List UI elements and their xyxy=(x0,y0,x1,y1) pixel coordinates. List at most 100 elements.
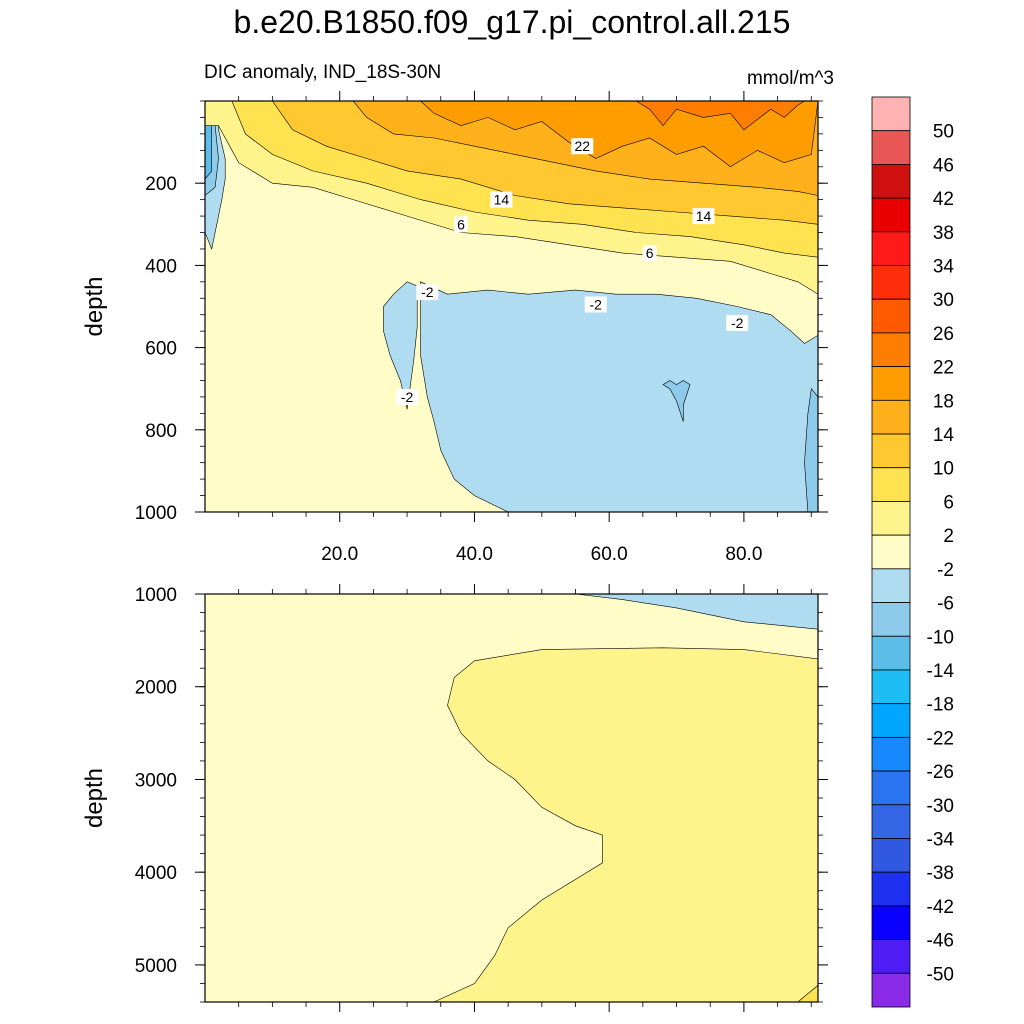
colorbar-swatch-17 xyxy=(871,669,911,705)
upper-ytick-label-2: 600 xyxy=(145,339,177,360)
contour-label-6: -2 xyxy=(589,296,602,312)
contour-label-box-8 xyxy=(396,388,419,405)
colorbar-label-5: 30 xyxy=(933,290,954,311)
colorbar-swatch-7 xyxy=(871,332,911,368)
colorbar-swatch-13 xyxy=(871,534,911,570)
contour-label-box-2 xyxy=(692,208,715,225)
colorbar-swatch-20 xyxy=(871,770,911,806)
lower-contour-fills xyxy=(205,594,818,1002)
lower-ytick-label-1: 2000 xyxy=(135,678,177,699)
contour-label-5: -2 xyxy=(421,284,434,300)
upper-xtick-label-1: 40.0 xyxy=(456,544,493,565)
colorbar-label-10: 10 xyxy=(933,459,954,480)
contour-label-box-1 xyxy=(490,191,513,208)
upper-ytick-label-4: 1000 xyxy=(135,503,177,524)
colorbar-label-7: 22 xyxy=(933,358,954,379)
colorbar-swatch-5 xyxy=(871,265,911,300)
colorbar-label-9: 14 xyxy=(933,425,955,446)
lower-contour-region-3 xyxy=(797,984,818,1002)
colorbar-label-18: -22 xyxy=(927,728,954,749)
colorbar: 50 46 42 38 34 30 26 22 18 14 10 6 2 -2 -6 -10 -14 -18 -22… xyxy=(871,96,955,1008)
contour-label-0: 22 xyxy=(574,138,590,154)
lower-contour-region-1 xyxy=(575,594,818,630)
colorbar-swatch-11 xyxy=(871,467,911,502)
colorbar-swatch-3 xyxy=(871,197,911,233)
colorbar-label-21: -34 xyxy=(927,829,955,850)
upper-ytick-label-3: 800 xyxy=(145,421,177,442)
colorbar-swatch-15 xyxy=(871,602,911,637)
upper-ytick-label-0: 200 xyxy=(145,174,177,195)
colorbar-swatch-25 xyxy=(871,939,911,974)
upper-contour-region-1 xyxy=(420,281,818,512)
colorbar-label-3: 38 xyxy=(933,223,954,244)
contour-label-1: 14 xyxy=(494,192,510,208)
colorbar-label-17: -18 xyxy=(927,695,954,716)
colorbar-swatch-12 xyxy=(871,501,911,536)
colorbar-label-8: 18 xyxy=(933,391,954,412)
colorbar-label-2: 42 xyxy=(933,189,954,210)
colorbar-swatch-18 xyxy=(871,703,911,738)
colorbar-label-14: -6 xyxy=(937,594,954,615)
upper-xtick-label-0: 20.0 xyxy=(321,544,358,565)
colorbar-label-25: -50 xyxy=(927,964,954,985)
colorbar-label-13: -2 xyxy=(937,560,954,581)
contour-label-7: -2 xyxy=(731,315,744,331)
colorbar-swatch-26 xyxy=(871,972,911,1008)
upper-ylabel: depth xyxy=(81,276,108,336)
colorbar-swatch-2 xyxy=(871,164,911,199)
contour-label-4: 6 xyxy=(646,245,654,261)
chart-subtitle-left: DIC anomaly, IND_18S-30N xyxy=(204,62,442,83)
upper-contour-fills xyxy=(205,101,818,512)
contour-label-box-0 xyxy=(571,138,594,155)
colorbar-label-19: -26 xyxy=(927,762,954,783)
colorbar-swatch-1 xyxy=(871,130,911,165)
colorbar-label-1: 46 xyxy=(933,155,954,176)
colorbar-swatch-21 xyxy=(871,804,911,839)
colorbar-label-15: -10 xyxy=(927,627,954,648)
colorbar-label-23: -42 xyxy=(927,897,954,918)
contour-label-box-3 xyxy=(453,216,468,233)
contour-label-8: -2 xyxy=(401,389,414,405)
upper-plot-frame xyxy=(204,100,819,513)
colorbar-label-4: 34 xyxy=(933,257,955,278)
colorbar-label-6: 26 xyxy=(933,324,954,345)
colorbar-swatch-22 xyxy=(871,838,911,873)
chart-title: b.e20.B1850.f09_g17.pi_control.all.215 xyxy=(233,4,791,40)
colorbar-swatch-10 xyxy=(871,433,911,469)
colorbar-swatch-16 xyxy=(871,635,911,671)
upper-contour-region-4 xyxy=(804,387,818,512)
colorbar-swatch-6 xyxy=(871,298,911,334)
upper-contour-region-2 xyxy=(383,281,418,410)
contour-label-box-4 xyxy=(642,245,657,262)
contour-label-box-5 xyxy=(416,284,439,301)
colorbar-swatch-19 xyxy=(871,736,911,772)
axes: 200 400 600 800 1000 depth 1000 2000 3000 4000 500… xyxy=(81,91,828,1012)
contour-label-3: 6 xyxy=(457,216,465,232)
colorbar-swatch-0 xyxy=(871,96,911,132)
colorbar-label-22: -38 xyxy=(927,863,954,884)
lower-ytick-label-4: 5000 xyxy=(135,956,177,977)
colorbar-label-0: 50 xyxy=(933,122,954,143)
colorbar-swatch-9 xyxy=(871,399,911,435)
upper-ytick-label-1: 400 xyxy=(145,256,177,277)
lower-ylabel: depth xyxy=(81,768,108,828)
lower-ytick-label-0: 1000 xyxy=(135,585,177,606)
upper-xtick-label-2: 60.0 xyxy=(591,544,628,565)
lower-contour-region-2 xyxy=(433,647,818,1002)
upper-contour-region-12 xyxy=(420,101,818,168)
lower-ytick-label-3: 4000 xyxy=(135,863,177,884)
colorbar-label-16: -14 xyxy=(927,661,955,682)
colorbar-label-20: -30 xyxy=(927,796,954,817)
colorbar-swatch-23 xyxy=(871,871,911,907)
contour-label-box-7 xyxy=(726,314,749,331)
colorbar-label-24: -46 xyxy=(927,931,954,952)
contour-label-2: 14 xyxy=(696,208,712,224)
lower-ytick-label-2: 3000 xyxy=(135,770,177,791)
chart-subtitle-right: mmol/m^3 xyxy=(746,68,834,89)
colorbar-label-11: 6 xyxy=(943,492,954,513)
colorbar-swatch-24 xyxy=(871,905,911,940)
upper-xtick-label-3: 80.0 xyxy=(725,544,762,565)
colorbar-swatch-14 xyxy=(871,568,911,603)
colorbar-label-12: 2 xyxy=(943,526,954,547)
